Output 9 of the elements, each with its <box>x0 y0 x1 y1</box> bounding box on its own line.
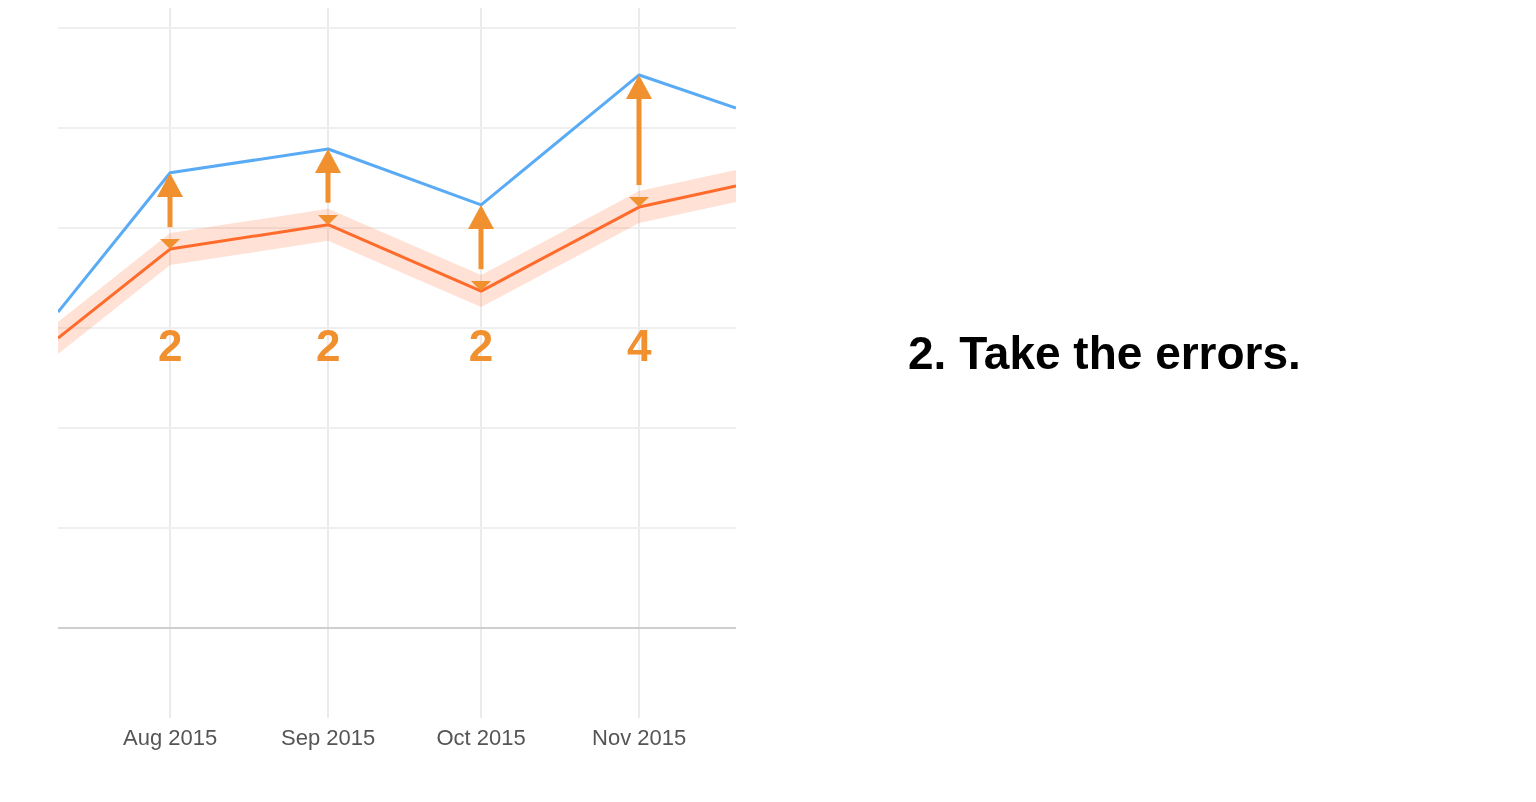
annotation: 2 <box>157 321 183 370</box>
x-tick-label: Sep 2015 <box>281 724 376 750</box>
x-tick-label: Oct 2015 <box>436 724 526 750</box>
annotation: 4 <box>626 321 652 370</box>
text: 2. Take the errors. <box>908 326 1301 381</box>
x-tick-label: Nov 2015 <box>592 724 687 750</box>
annotation: 2 <box>315 321 341 370</box>
annotation: 2 <box>468 321 494 370</box>
x-tick-label: Aug 2015 <box>123 724 218 750</box>
